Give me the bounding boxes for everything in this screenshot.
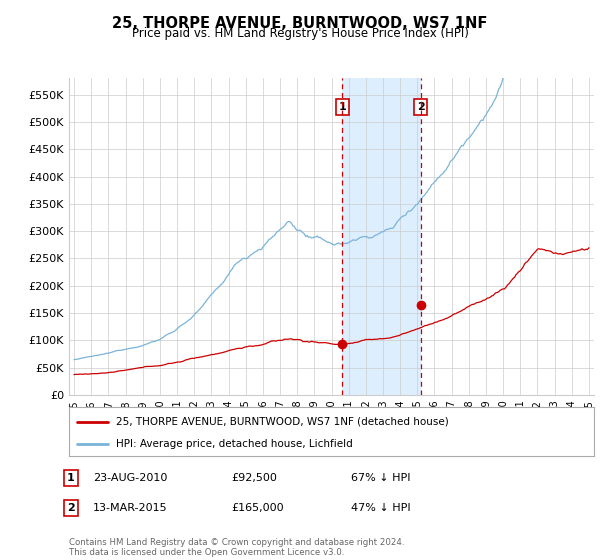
Text: 13-MAR-2015: 13-MAR-2015	[93, 503, 167, 513]
Text: 67% ↓ HPI: 67% ↓ HPI	[351, 473, 410, 483]
Text: 2: 2	[416, 102, 424, 112]
Text: 2: 2	[67, 503, 74, 513]
Text: Price paid vs. HM Land Registry's House Price Index (HPI): Price paid vs. HM Land Registry's House …	[131, 27, 469, 40]
Text: 23-AUG-2010: 23-AUG-2010	[93, 473, 167, 483]
Text: Contains HM Land Registry data © Crown copyright and database right 2024.
This d: Contains HM Land Registry data © Crown c…	[69, 538, 404, 557]
Text: 47% ↓ HPI: 47% ↓ HPI	[351, 503, 410, 513]
Text: £165,000: £165,000	[231, 503, 284, 513]
Bar	[343, 78, 421, 395]
Text: 25, THORPE AVENUE, BURNTWOOD, WS7 1NF: 25, THORPE AVENUE, BURNTWOOD, WS7 1NF	[112, 16, 488, 31]
Text: 1: 1	[338, 102, 346, 112]
Text: 1: 1	[67, 473, 74, 483]
Text: £92,500: £92,500	[231, 473, 277, 483]
Text: HPI: Average price, detached house, Lichfield: HPI: Average price, detached house, Lich…	[116, 439, 353, 449]
Text: 25, THORPE AVENUE, BURNTWOOD, WS7 1NF (detached house): 25, THORPE AVENUE, BURNTWOOD, WS7 1NF (d…	[116, 417, 449, 427]
